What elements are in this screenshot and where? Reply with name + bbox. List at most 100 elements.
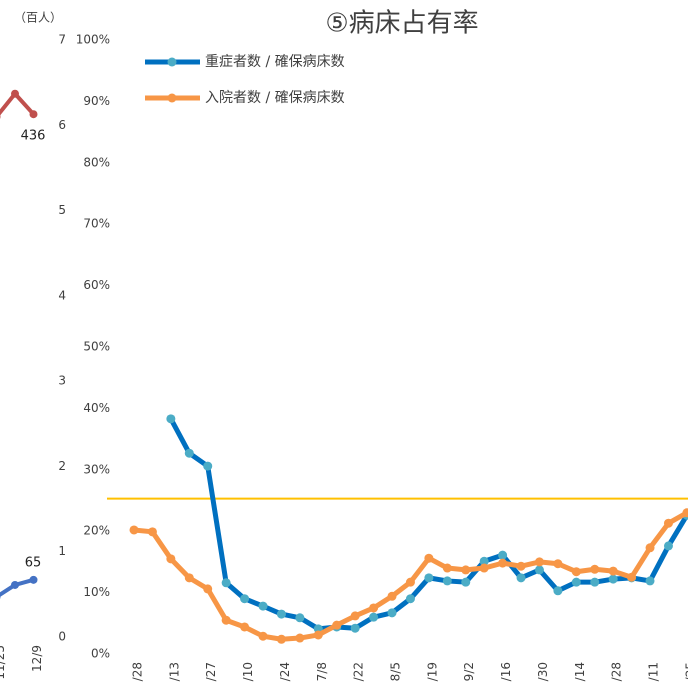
- x-tick-label: /11: [647, 662, 661, 681]
- point: [516, 561, 526, 571]
- point: [276, 634, 286, 644]
- x-tick-label: 9/2: [462, 662, 476, 681]
- x-tick-label: /25: [683, 662, 688, 681]
- point: [184, 448, 194, 458]
- x-tick-label: /30: [536, 662, 550, 681]
- point: [645, 543, 655, 553]
- point: [663, 518, 673, 528]
- point: [516, 573, 526, 583]
- point: [424, 553, 434, 563]
- point: [387, 608, 397, 618]
- y-tick-label: 40%: [83, 401, 110, 415]
- point: [534, 565, 544, 575]
- point: [166, 414, 176, 424]
- point: [534, 557, 544, 567]
- point: [0, 594, 1, 599]
- point: [369, 612, 379, 622]
- point: [258, 601, 268, 611]
- point: [240, 594, 250, 604]
- point: [129, 525, 139, 535]
- y-tick-label: 7: [58, 33, 66, 47]
- x-tick-label: 12/9: [30, 645, 44, 672]
- point: [461, 565, 471, 575]
- point: [147, 527, 157, 537]
- point: [405, 594, 415, 604]
- x-tick-label: /28: [131, 662, 145, 681]
- point: [590, 564, 600, 574]
- y-axis-label: （百人）: [14, 11, 62, 25]
- y-tick-label: 3: [58, 374, 66, 388]
- y-tick-label: 100%: [76, 33, 110, 47]
- point: [608, 574, 618, 584]
- point: [11, 580, 19, 589]
- point: [461, 577, 471, 587]
- y-tick-label: 20%: [83, 524, 110, 538]
- point: [295, 613, 305, 623]
- point: [369, 603, 379, 613]
- point: [627, 572, 637, 582]
- point: [0, 114, 1, 119]
- y-tick-label: 1: [58, 544, 66, 558]
- point: [498, 558, 508, 568]
- x-tick-label: /16: [499, 662, 513, 681]
- x-tick-label: 8/5: [389, 662, 403, 681]
- y-tick-label: 2: [58, 459, 66, 473]
- legend-label: 入院者数 / 確保病床数: [205, 90, 345, 106]
- point: [387, 591, 397, 601]
- point: [29, 110, 38, 119]
- x-tick-label: /19: [425, 662, 439, 681]
- point: [590, 577, 600, 587]
- point: [350, 611, 360, 621]
- legend-marker: [167, 57, 177, 67]
- point: [424, 573, 434, 583]
- y-tick-label: 80%: [83, 155, 110, 169]
- point: [276, 609, 286, 619]
- point: [295, 633, 305, 643]
- x-tick-label: /28: [610, 662, 624, 681]
- y-tick-label: 4: [58, 288, 66, 302]
- point: [479, 556, 489, 566]
- point: [203, 461, 213, 471]
- point: [313, 630, 323, 640]
- point: [571, 577, 581, 587]
- point: [405, 577, 415, 587]
- point: [553, 586, 563, 596]
- point: [166, 554, 176, 564]
- point: [663, 541, 673, 551]
- point: [221, 578, 231, 588]
- y-tick-label: 10%: [83, 585, 110, 599]
- y-tick-label: 0%: [91, 647, 110, 661]
- legend-label: 重症者数 / 確保病床数: [205, 54, 345, 70]
- point: [645, 576, 655, 586]
- annotation: 65: [25, 556, 42, 571]
- y-tick-label: 90%: [83, 94, 110, 108]
- point: [350, 623, 360, 633]
- point: [498, 550, 508, 560]
- x-tick-label: /22: [352, 662, 366, 681]
- point: [332, 620, 342, 630]
- y-tick-label: 6: [58, 118, 66, 132]
- x-tick-label: /13: [167, 662, 181, 681]
- x-tick-label: /14: [573, 662, 587, 681]
- point: [442, 576, 452, 586]
- point: [553, 559, 563, 569]
- chart-title: ⑤病床占有率: [325, 9, 478, 39]
- point: [240, 622, 250, 632]
- point: [571, 567, 581, 577]
- point: [184, 573, 194, 583]
- point: [608, 566, 618, 576]
- x-tick-label: /27: [204, 662, 218, 681]
- y-tick-label: 0: [58, 630, 66, 644]
- point: [29, 575, 38, 584]
- point: [442, 563, 452, 573]
- y-tick-label: 30%: [83, 462, 110, 476]
- y-tick-label: 70%: [83, 217, 110, 231]
- x-tick-label: 7/8: [315, 662, 329, 681]
- x-tick-label: 11/25: [0, 645, 7, 680]
- x-tick-label: /10: [241, 662, 255, 681]
- point: [221, 615, 231, 625]
- point: [682, 508, 688, 518]
- legend-marker: [167, 93, 177, 103]
- point: [258, 631, 268, 641]
